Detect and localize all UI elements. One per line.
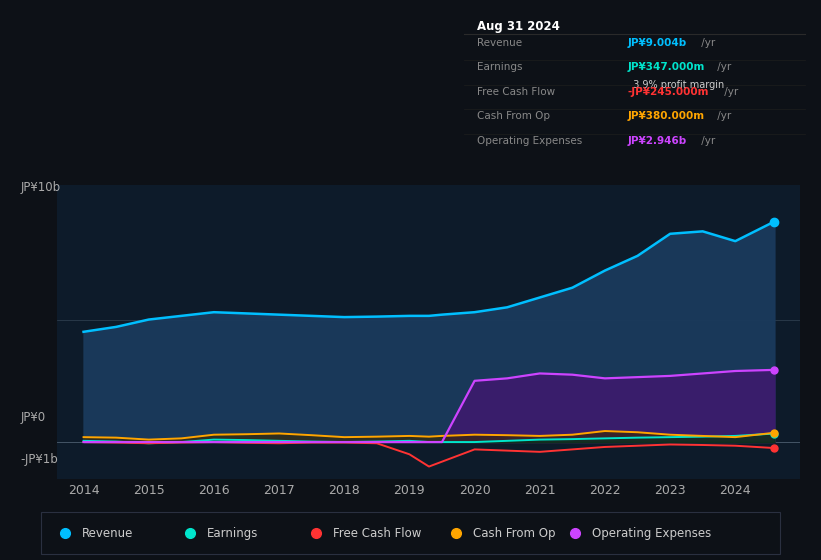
- Text: JP¥9.004b: JP¥9.004b: [627, 38, 686, 48]
- Text: /yr: /yr: [698, 38, 715, 48]
- Text: Cash From Op: Cash From Op: [478, 111, 551, 122]
- Text: /yr: /yr: [713, 111, 731, 122]
- Text: Revenue: Revenue: [478, 38, 523, 48]
- Text: Free Cash Flow: Free Cash Flow: [333, 527, 421, 540]
- Text: 3.9% profit margin: 3.9% profit margin: [627, 80, 725, 90]
- Text: JP¥0: JP¥0: [21, 410, 46, 424]
- Text: JP¥380.000m: JP¥380.000m: [627, 111, 704, 122]
- Text: Earnings: Earnings: [208, 527, 259, 540]
- Text: Free Cash Flow: Free Cash Flow: [478, 87, 556, 97]
- Text: Cash From Op: Cash From Op: [474, 527, 556, 540]
- Text: JP¥10b: JP¥10b: [21, 181, 61, 194]
- Text: Operating Expenses: Operating Expenses: [591, 527, 711, 540]
- Text: JP¥347.000m: JP¥347.000m: [627, 62, 704, 72]
- Text: Aug 31 2024: Aug 31 2024: [478, 20, 561, 33]
- Text: /yr: /yr: [722, 87, 739, 97]
- Text: -JP¥245.000m: -JP¥245.000m: [627, 87, 709, 97]
- Text: -JP¥1b: -JP¥1b: [21, 452, 58, 466]
- Text: Revenue: Revenue: [82, 527, 133, 540]
- Text: /yr: /yr: [698, 136, 715, 146]
- Text: Earnings: Earnings: [478, 62, 523, 72]
- Text: Operating Expenses: Operating Expenses: [478, 136, 583, 146]
- Text: JP¥2.946b: JP¥2.946b: [627, 136, 686, 146]
- Text: /yr: /yr: [713, 62, 731, 72]
